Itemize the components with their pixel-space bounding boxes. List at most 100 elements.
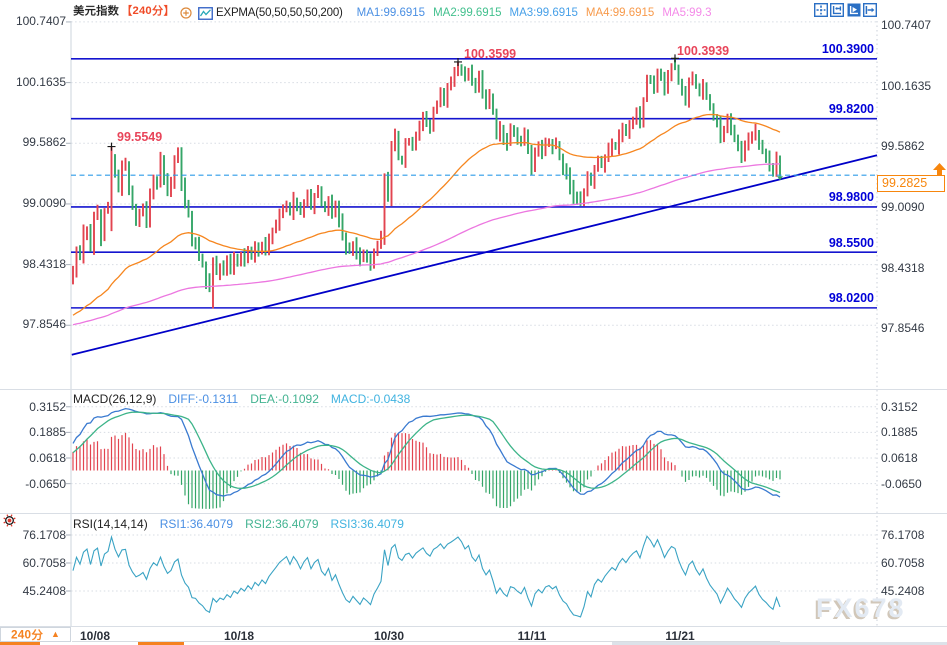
ma4-value: MA4:99.6915 — [585, 7, 655, 19]
add-indicator-icon[interactable] — [180, 7, 192, 19]
rsi3-value: RSI3:36.4079 — [330, 516, 404, 531]
main-axis-label-left: 100.7407 — [15, 13, 66, 28]
date-label: 10/30 — [373, 628, 405, 643]
macd-macd-value: MACD:-0.0438 — [330, 391, 411, 406]
indicator-name[interactable]: EXPMA(50,50,50,50,200) — [216, 7, 343, 19]
svg-text:0: 0 — [24, 628, 31, 641]
pan-right-icon[interactable] — [862, 2, 878, 17]
macd-axis-label-right: 0.0618 — [881, 451, 918, 465]
macd-dea-line — [72, 411, 781, 494]
price-annotation: 100.3599 — [464, 46, 517, 61]
macd-axis-label-right: 0.3152 — [881, 399, 918, 414]
level-label: 98.9800 — [828, 190, 874, 205]
rsi1-value: RSI1:36.4079 — [159, 516, 234, 531]
down-candles — [79, 58, 781, 293]
rsi2-value: RSI2:36.4079 — [245, 516, 319, 531]
macd-axis-label-left: 0.1885 — [29, 425, 66, 440]
price-annotation: 100.3939 — [677, 43, 730, 58]
rsi-panel-header: RSI(14,14,14) RSI1:36.4079 RSI2:36.4079 … — [73, 517, 404, 531]
move-crosshair-icon[interactable] — [813, 2, 828, 17]
axis-scale-play-icon[interactable] — [847, 3, 861, 17]
ma5-value: MA5:99.3 — [662, 7, 712, 19]
main-axis-label-left: 99.0090 — [22, 195, 66, 210]
candlesticks[interactable] — [72, 58, 781, 309]
main-axis-label-right: 99.0090 — [881, 199, 925, 214]
scrollbar-thumb[interactable] — [138, 642, 184, 645]
macd-axis-label-left: 0.0618 — [29, 451, 66, 465]
panel-borders — [0, 21, 947, 627]
main-axis-label-left: 100.1635 — [15, 74, 66, 89]
ma2-value: MA2:99.6915 — [433, 7, 502, 19]
gridlines — [66, 21, 877, 592]
macd-histogram — [72, 432, 781, 509]
last-price-marker — [777, 176, 783, 181]
main-axis-label-right: 99.5862 — [881, 139, 925, 154]
level-label: 100.3900 — [821, 42, 874, 57]
svg-text:2: 2 — [133, 5, 139, 17]
macd-axis-label-left: 0.3152 — [29, 399, 66, 414]
rsi-axis-label-right: 60.7058 — [881, 556, 925, 570]
ma1-value: MA1:99.6915 — [356, 7, 426, 19]
macd-title[interactable]: MACD(26,12,9) — [73, 391, 157, 406]
macd-diff-value: DIFF:-0.1311 — [168, 391, 239, 406]
horizontal-level-lines[interactable] — [71, 57, 877, 309]
sun-alert-icon[interactable] — [3, 514, 16, 527]
watermark: FX678 — [816, 593, 906, 623]
rsi-title[interactable]: RSI(14,14,14) — [73, 516, 148, 531]
macd-axis-label-right: 0.1885 — [881, 425, 918, 440]
macd-dea-value: DEA:-0.1092 — [250, 391, 319, 406]
scrollbar-track[interactable] — [612, 642, 947, 645]
svg-text:0: 0 — [145, 5, 151, 17]
main-axis-label-left: 99.5862 — [22, 135, 66, 150]
ema50-line — [72, 113, 781, 316]
price-up-arrow-icon — [933, 163, 946, 176]
up-candles — [72, 61, 778, 309]
rsi-line — [72, 534, 781, 618]
symbol-title — [73, 3, 120, 23]
main-axis-label-left: 97.8546 — [22, 317, 66, 332]
macd-panel-header: MACD(26,12,9) DIFF:-0.1311 DEA:-0.1092 M… — [73, 392, 410, 406]
rsi-axis-label-left: 60.7058 — [22, 556, 66, 570]
macd-diff-line — [72, 407, 781, 498]
scrollbar-left-segment[interactable] — [0, 642, 40, 645]
level-label: 99.8200 — [828, 102, 874, 117]
macd-axis-label-right: -0.0650 — [881, 476, 922, 491]
date-label: 11/11 — [517, 628, 547, 643]
dropdown-triangle-icon: ▲ — [51, 629, 60, 640]
main-axis-label-right: 98.4318 — [881, 260, 925, 275]
date-label: 10/18 — [223, 628, 255, 643]
svg-text:2: 2 — [11, 628, 18, 641]
trendline[interactable] — [71, 154, 878, 356]
ema200-line — [72, 163, 781, 326]
main-axis-label-right: 97.8546 — [881, 321, 925, 336]
level-label: 98.0200 — [828, 291, 874, 306]
main-axis-label-right: 100.7407 — [881, 17, 932, 32]
svg-text:4: 4 — [18, 628, 25, 641]
level-label: 98.5500 — [828, 235, 874, 250]
price-annotation: 99.5549 — [117, 129, 163, 144]
main-axis-label-left: 98.4318 — [22, 256, 66, 271]
svg-text:4: 4 — [139, 5, 146, 17]
rsi-axis-label-right: 45.2408 — [881, 584, 925, 598]
macd-hist-positive — [72, 432, 676, 471]
scrollbar-track-line — [72, 641, 780, 642]
rsi-axis-label-left: 76.1708 — [22, 528, 66, 542]
current-price-box: 99.2825 — [877, 175, 945, 192]
date-label: 11/21 — [665, 628, 695, 643]
rsi-axis-label-left: 45.2408 — [22, 584, 66, 598]
macd-axis-label-left: -0.0650 — [25, 476, 66, 491]
ma3-value: MA3:99.6915 — [509, 7, 578, 19]
rsi-axis-label-right: 76.1708 — [881, 528, 925, 542]
current-price-value: 99.2825 — [882, 176, 928, 190]
mini-chart-icon[interactable] — [198, 6, 213, 20]
main-axis-label-right: 100.1635 — [881, 78, 932, 93]
peak-cross-markers — [107, 54, 679, 151]
date-label: 10/08 — [79, 628, 111, 643]
axis-scale-left-icon[interactable] — [829, 2, 845, 17]
